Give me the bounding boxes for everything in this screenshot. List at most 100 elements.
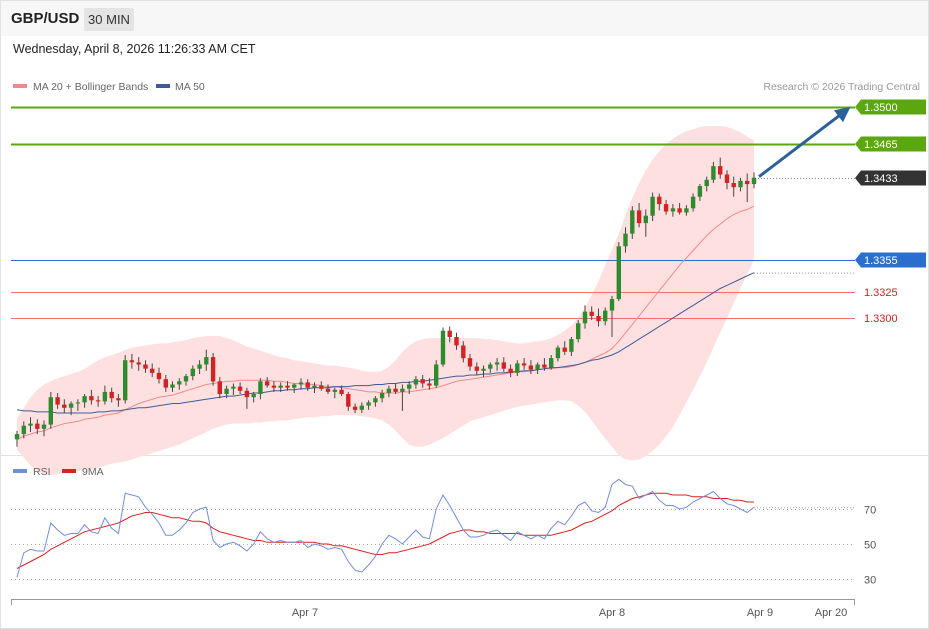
candle-body bbox=[352, 406, 358, 410]
candle bbox=[258, 378, 263, 400]
ma50-line bbox=[16, 272, 755, 414]
candle-body bbox=[549, 358, 554, 368]
candle bbox=[244, 387, 250, 409]
candle-body bbox=[217, 381, 222, 394]
candle-body bbox=[420, 379, 425, 384]
candle bbox=[711, 161, 716, 183]
candle-body bbox=[359, 405, 364, 410]
level-tag-1.3465: 1.3465 bbox=[855, 136, 926, 152]
candle-body bbox=[751, 177, 757, 184]
candle bbox=[48, 391, 53, 429]
candle-body bbox=[400, 388, 405, 392]
candle bbox=[454, 332, 459, 350]
candle-body bbox=[697, 186, 703, 197]
candle-body bbox=[116, 398, 121, 401]
rsi-grid: 70 50 30 bbox=[11, 505, 876, 587]
candle-body bbox=[413, 379, 419, 385]
candle bbox=[474, 362, 479, 375]
candle bbox=[75, 399, 81, 411]
candle-body bbox=[95, 400, 101, 402]
candle-body bbox=[555, 347, 561, 359]
candle bbox=[494, 358, 500, 371]
candle-body bbox=[177, 381, 182, 385]
x-tick-label: Apr 7 bbox=[292, 607, 318, 619]
candle-body bbox=[170, 384, 175, 388]
candle-body bbox=[82, 396, 87, 403]
timeframe-badge[interactable]: 30 MIN bbox=[84, 8, 134, 31]
candle-body bbox=[386, 388, 392, 393]
candle-body bbox=[427, 383, 432, 386]
candle bbox=[163, 375, 168, 392]
candle-body bbox=[616, 246, 621, 300]
candle-body bbox=[312, 385, 317, 388]
candle bbox=[535, 362, 540, 374]
candle bbox=[312, 382, 317, 393]
candle-body bbox=[494, 362, 500, 365]
candle bbox=[663, 199, 669, 215]
candle bbox=[95, 396, 101, 407]
candle-body bbox=[690, 196, 696, 209]
candle bbox=[413, 376, 419, 389]
level-tag-1.3355: 1.3355 bbox=[855, 252, 926, 268]
candle-body bbox=[535, 364, 540, 370]
candle bbox=[677, 203, 682, 215]
rsi-ma-line bbox=[16, 492, 754, 569]
candle-body bbox=[89, 396, 94, 401]
candle-body bbox=[21, 425, 26, 435]
level-tag-box bbox=[855, 136, 926, 152]
candle bbox=[278, 382, 283, 392]
candle bbox=[670, 204, 676, 217]
candle bbox=[630, 206, 635, 239]
candle bbox=[379, 389, 385, 403]
candle bbox=[332, 387, 337, 399]
candle-body bbox=[136, 362, 141, 365]
candle-body bbox=[190, 368, 195, 377]
candle bbox=[285, 381, 290, 391]
legend-swatch-rsi bbox=[13, 469, 27, 473]
candle bbox=[339, 385, 344, 397]
rsi-line bbox=[16, 478, 755, 578]
candle-body bbox=[28, 423, 33, 426]
candle bbox=[28, 417, 33, 432]
candle-body bbox=[204, 357, 209, 365]
candle bbox=[116, 394, 121, 407]
candle-body bbox=[163, 379, 168, 388]
candle bbox=[21, 421, 26, 439]
candle-body bbox=[292, 384, 297, 388]
candle bbox=[35, 419, 40, 435]
candle bbox=[609, 295, 615, 337]
candle bbox=[366, 400, 371, 410]
candle-body bbox=[562, 347, 567, 352]
candle bbox=[447, 326, 452, 343]
candle-body bbox=[102, 391, 108, 402]
candle bbox=[745, 173, 750, 202]
legend-swatch-rsi-ma bbox=[62, 469, 76, 473]
candle bbox=[738, 177, 743, 192]
candle bbox=[170, 381, 175, 392]
candle bbox=[697, 184, 703, 201]
candle-body bbox=[183, 376, 189, 382]
candle-body bbox=[603, 310, 608, 322]
candle bbox=[325, 384, 331, 394]
candle bbox=[150, 363, 155, 378]
x-tick-label: Apr 9 bbox=[747, 607, 773, 619]
ma20-line bbox=[16, 205, 755, 440]
level-tag-text: 1.3433 bbox=[864, 173, 898, 185]
candle bbox=[265, 377, 270, 388]
candle-body bbox=[48, 397, 53, 425]
candle-body bbox=[488, 364, 493, 369]
candle bbox=[704, 176, 709, 192]
candle-body bbox=[75, 402, 81, 404]
candle-body bbox=[440, 330, 446, 365]
candle bbox=[461, 341, 466, 363]
candle bbox=[183, 374, 189, 386]
candle-body bbox=[373, 398, 378, 403]
candle bbox=[197, 360, 202, 374]
candle bbox=[596, 308, 601, 327]
candle bbox=[400, 384, 405, 411]
candle-body bbox=[298, 382, 304, 385]
candle bbox=[420, 375, 425, 388]
candle-body bbox=[285, 385, 290, 388]
level-tag-box bbox=[855, 252, 926, 268]
candle-body bbox=[197, 364, 202, 369]
